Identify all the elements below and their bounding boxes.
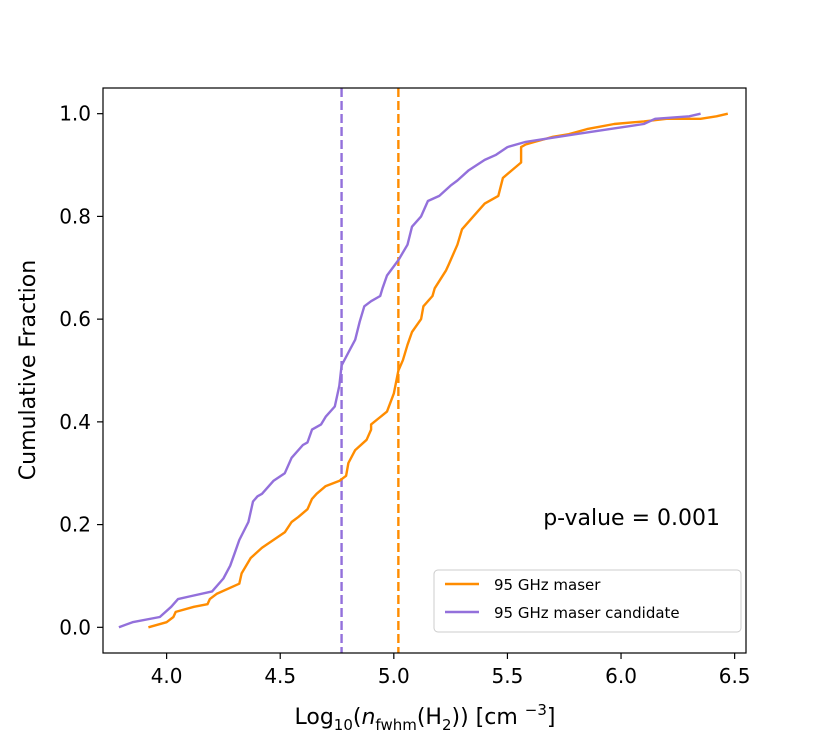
y-tick-label: 0.4 xyxy=(59,410,91,434)
y-tick-label: 0.2 xyxy=(59,513,91,537)
y-axis-label: Cumulative Fraction xyxy=(16,260,41,480)
plot-area xyxy=(103,88,746,653)
series-line-maser xyxy=(148,112,729,629)
x-axis-label-var-sub: fwhm xyxy=(375,716,416,734)
x-tick-label: 6.5 xyxy=(719,664,751,688)
x-tick-label: 5.5 xyxy=(492,664,524,688)
p-value-annotation: p-value = 0.001 xyxy=(543,506,720,531)
legend-label-maser: 95 GHz maser xyxy=(494,576,601,594)
x-axis-label-close: )) [cm xyxy=(452,705,525,730)
y-tick-label: 1.0 xyxy=(59,102,91,126)
y-tick-label: 0.0 xyxy=(59,615,91,639)
x-axis-label-inner: (H xyxy=(417,705,442,730)
x-axis-label-unit-sup: −3 xyxy=(525,701,547,719)
legend-box xyxy=(433,569,742,633)
legend-label-candidate: 95 GHz maser candidate xyxy=(494,604,680,622)
x-axis-label-prefix: Log xyxy=(294,705,333,730)
x-tick-label: 6.0 xyxy=(605,664,637,688)
series-line-candidate xyxy=(118,112,701,629)
x-axis-label: Log10(nfwhm(H2)) [cm −3] xyxy=(294,701,555,734)
x-axis-label-end: ] xyxy=(547,705,556,730)
y-tick-label: 0.6 xyxy=(59,307,91,331)
x-axis-label-prefix-sub: 10 xyxy=(334,716,353,734)
x-axis-label-open: ( xyxy=(353,705,362,730)
x-tick-label: 4.5 xyxy=(264,664,296,688)
x-axis-label-inner-sub: 2 xyxy=(442,716,452,734)
x-axis-label-var: n xyxy=(361,705,375,730)
legend: 95 GHz maser 95 GHz maser candidate xyxy=(433,569,742,633)
y-tick-label: 0.8 xyxy=(59,204,91,228)
x-tick-label: 4.0 xyxy=(151,664,183,688)
x-tick-label: 5.0 xyxy=(378,664,410,688)
plot-frame xyxy=(102,87,747,654)
